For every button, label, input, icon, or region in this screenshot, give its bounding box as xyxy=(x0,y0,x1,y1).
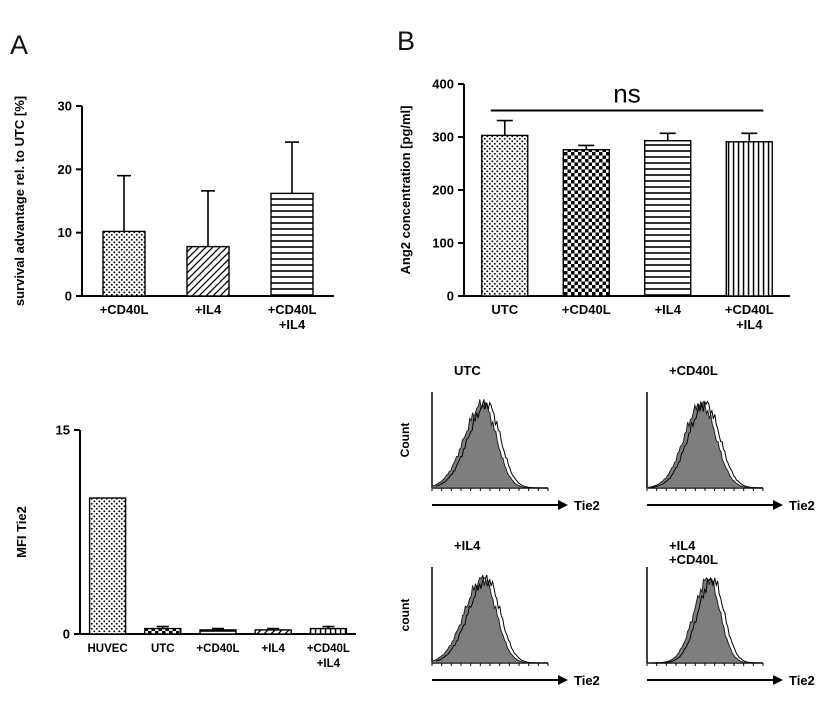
arrow-head-icon xyxy=(773,500,783,510)
x-category-label: +IL4 xyxy=(279,317,306,332)
histogram-title: UTC xyxy=(454,363,481,378)
bar-2 xyxy=(199,629,237,635)
panel-a-label: A xyxy=(10,30,29,60)
arrow-head-icon xyxy=(558,500,568,510)
histogram-outline-curve xyxy=(435,574,548,664)
x-category-label: HUVEC xyxy=(87,643,127,655)
x-category-label: +CD40L xyxy=(562,302,611,317)
histogram-y-label: count xyxy=(398,599,412,632)
histogram-title: +CD40L xyxy=(669,363,718,378)
x-category-label: +CD40L xyxy=(307,643,350,655)
arrow-head-icon xyxy=(558,675,568,685)
y-tick-label: 10 xyxy=(58,225,72,240)
histogram-x-label: Tie2 xyxy=(789,673,815,688)
y-tick-label: 100 xyxy=(432,236,454,251)
bar-2 xyxy=(270,192,314,297)
x-category-label: +IL4 xyxy=(317,658,341,670)
histogram-x-label: Tie2 xyxy=(789,498,815,513)
histogram-title: +IL4 xyxy=(454,538,481,553)
x-category-label: +IL4 xyxy=(655,302,682,317)
bar-1 xyxy=(144,627,182,635)
y-tick-label: 20 xyxy=(58,162,72,177)
survival-bar-chart: 0 10 20 30 survival advantage rel. to UTC [%… xyxy=(12,96,334,332)
bar-0 xyxy=(88,497,127,635)
bar-4 xyxy=(309,627,348,635)
y-axis-label: Ang2 concentration [pg/ml] xyxy=(398,106,413,275)
histogram-title: +CD40L xyxy=(669,552,718,567)
x-category-label: UTC xyxy=(491,302,518,317)
bar-1 xyxy=(186,245,230,297)
x-category-label: +CD40L xyxy=(268,302,317,317)
bar-2 xyxy=(644,140,692,297)
bar-1 xyxy=(562,149,610,297)
histogram-cell-1: +CD40L Tie2 xyxy=(646,363,815,513)
y-tick-label: 200 xyxy=(432,183,454,198)
histogram-cell-0: UTC Count Tie2 xyxy=(398,363,600,513)
y-tick-label: 30 xyxy=(58,99,72,114)
histogram-cell-3: +IL4+CD40L Tie2 xyxy=(646,538,815,688)
x-category-label: +IL4 xyxy=(262,643,286,655)
y-tick-label: 0 xyxy=(447,289,454,304)
histogram-fill-curve xyxy=(647,577,763,664)
bar-3 xyxy=(725,141,773,297)
histogram-cell-2: +IL4 count Tie2 xyxy=(398,538,600,688)
ang2-bar-chart: 0 100 200 300 400 Ang2 concentration [pg/ml] U… xyxy=(398,77,790,332)
histogram-fill-curve xyxy=(431,399,548,489)
x-category-label: +IL4 xyxy=(195,302,222,317)
x-category-label: +CD40L xyxy=(196,643,239,655)
histogram-outline-curve xyxy=(435,399,548,489)
mfi-tie2-bar-chart: 0 15 MFI Tie2 HUVEC UTC +CD40L +IL4 +CD40L +IL4 xyxy=(14,423,356,670)
y-axis-label: survival advantage rel. to UTC [%] xyxy=(12,96,27,306)
tie2-flow-histograms: UTCCountTie2+CD40LTie2+IL4countTie2+IL4+… xyxy=(398,363,815,688)
histogram-y-label: Count xyxy=(398,423,412,458)
y-tick-label: 400 xyxy=(432,77,454,92)
arrow-head-icon xyxy=(773,675,783,685)
y-tick-label: 300 xyxy=(432,130,454,145)
y-tick-label: 0 xyxy=(63,627,70,642)
histogram-outline-curve xyxy=(651,577,763,664)
ns-annotation: ns xyxy=(613,79,640,109)
x-category-label: +CD40L xyxy=(100,302,149,317)
histogram-x-label: Tie2 xyxy=(574,498,600,513)
x-category-label: +CD40L xyxy=(725,302,774,317)
histogram-title: +IL4 xyxy=(669,538,696,553)
histogram-x-label: Tie2 xyxy=(574,673,600,688)
y-tick-label: 0 xyxy=(65,289,72,304)
panel-b-label: B xyxy=(397,26,416,56)
bar-3 xyxy=(254,629,292,635)
histogram-outline-curve xyxy=(650,400,763,489)
bar-0 xyxy=(102,230,146,297)
bar-0 xyxy=(481,134,529,297)
histogram-fill-curve xyxy=(646,400,763,489)
histogram-fill-curve xyxy=(431,574,548,664)
y-axis-label: MFI Tie2 xyxy=(14,506,29,558)
x-category-label: UTC xyxy=(151,643,175,655)
y-tick-label: 15 xyxy=(56,423,70,438)
x-category-label: +IL4 xyxy=(736,317,763,332)
